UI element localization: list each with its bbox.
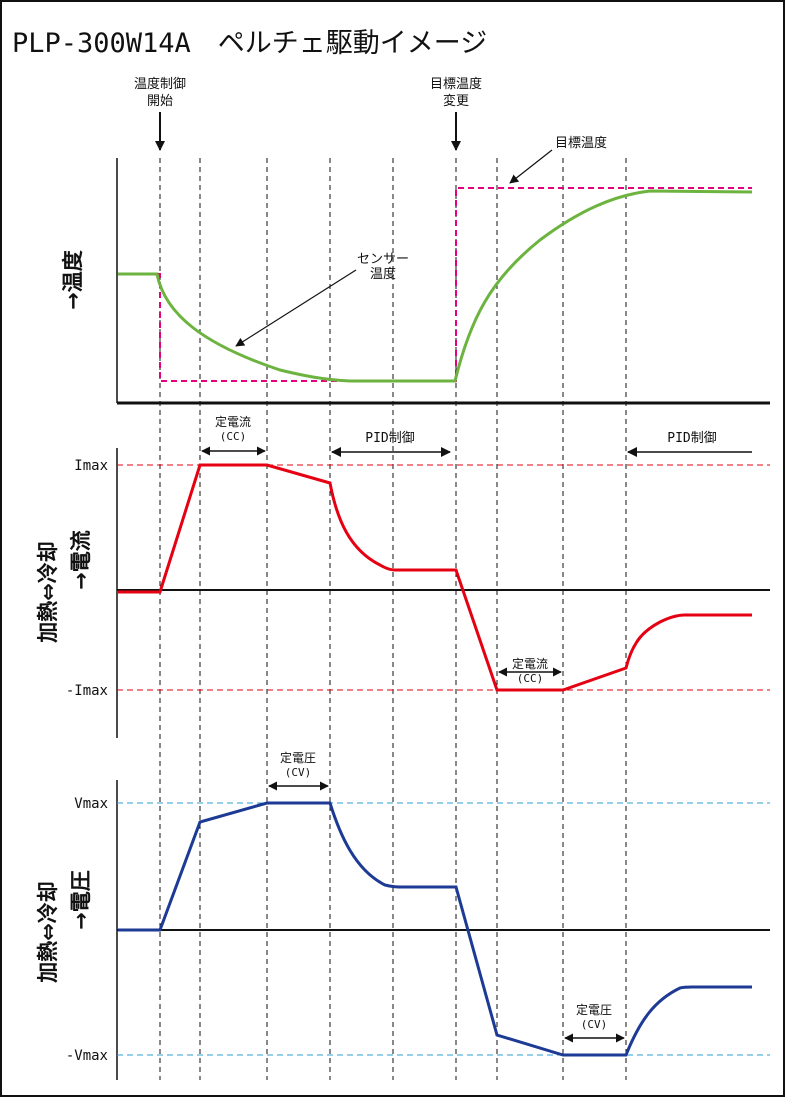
event-change-label-line1: 目標温度 <box>430 76 482 92</box>
current-axis-label-line1: 加熱⇔冷却 <box>36 541 60 644</box>
neg-vmax-label: -Vmax <box>66 1048 108 1064</box>
pid1-label: PID制御 <box>365 431 414 446</box>
cv1-label-line1: 定電圧 <box>280 750 316 765</box>
sensor-temperature-curve <box>118 189 753 383</box>
current-curve <box>118 463 752 692</box>
cc1-label-line2: (CC) <box>220 430 247 443</box>
voltage-panel: Vmax -Vmax 加熱⇔冷却 →電圧 定電圧 (CV) 定電圧 (CV) <box>36 750 770 1080</box>
temperature-axis-label: →温度 <box>61 250 85 310</box>
sensor-temperature-pointer <box>235 269 357 347</box>
event-start-label-line1: 温度制御 <box>134 76 186 92</box>
cv1-label-line2: (CV) <box>285 766 312 779</box>
imax-label: Imax <box>74 458 108 474</box>
cc2-label-line1: 定電流 <box>512 656 548 671</box>
page-title: PLP-300W14A ペルチェ駆動イメージ <box>12 28 487 59</box>
sensor-temperature-label-line2: 温度 <box>370 266 396 282</box>
event-start-label-line2: 開始 <box>147 94 173 109</box>
voltage-curve <box>118 801 752 1057</box>
current-panel: Imax -Imax 加熱⇔冷却 →電流 定電流 (CC) PID制御 PID制… <box>36 414 770 738</box>
target-temperature-label: 目標温度 <box>555 135 607 151</box>
sensor-temperature-label-line1: センサー <box>357 252 409 267</box>
cc2-label-line2: (CC) <box>517 672 544 685</box>
event-gridlines <box>159 158 627 1080</box>
temperature-panel: →温度 目標温度 センサー 温度 <box>61 135 770 405</box>
event-change-label-line2: 変更 <box>443 93 469 109</box>
target-temperature-line <box>118 187 752 382</box>
cv2-label-line2: (CV) <box>581 1018 608 1031</box>
voltage-axis-label-line2: →電圧 <box>69 870 93 930</box>
target-temperature-pointer <box>509 149 553 184</box>
vmax-label: Vmax <box>74 796 108 812</box>
voltage-axis-label-line1: 加熱⇔冷却 <box>36 881 60 984</box>
cc1-label-line1: 定電流 <box>215 414 251 429</box>
neg-imax-label: -Imax <box>66 683 108 699</box>
current-axis-label-line2: →電流 <box>69 530 93 590</box>
cv2-label-line1: 定電圧 <box>576 1002 612 1017</box>
pid2-label: PID制御 <box>667 431 716 446</box>
